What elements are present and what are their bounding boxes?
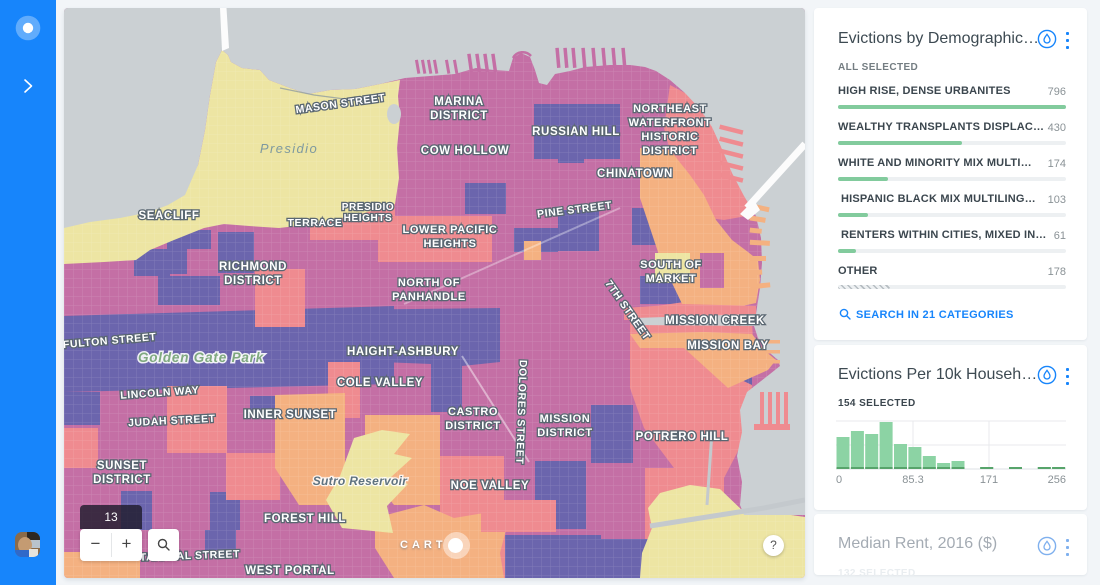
svg-text:DOLORES STREET: DOLORES STREET xyxy=(513,360,529,465)
svg-text:MISSION BAY: MISSION BAY xyxy=(687,340,769,352)
svg-text:CHINATOWN: CHINATOWN xyxy=(597,168,673,180)
svg-text:LOWER PACIFIC: LOWER PACIFIC xyxy=(403,224,498,236)
svg-text:HISTORIC: HISTORIC xyxy=(641,131,698,143)
svg-text:CASTRO: CASTRO xyxy=(448,406,498,418)
svg-text:COLE VALLEY: COLE VALLEY xyxy=(337,377,423,389)
svg-text:TERRACE: TERRACE xyxy=(288,217,343,229)
svg-text:RICHMOND: RICHMOND xyxy=(219,261,287,273)
svg-text:DISTRICT: DISTRICT xyxy=(93,474,151,486)
svg-text:NORTH OF: NORTH OF xyxy=(398,277,460,289)
svg-text:DISTRICT: DISTRICT xyxy=(537,427,593,439)
svg-text:SUNSET: SUNSET xyxy=(97,460,147,472)
svg-text:PANHANDLE: PANHANDLE xyxy=(392,291,466,303)
svg-text:HEIGHTS: HEIGHTS xyxy=(423,238,476,250)
svg-text:FOREST HILL: FOREST HILL xyxy=(264,513,346,525)
svg-text:NORTHEAST: NORTHEAST xyxy=(633,103,707,115)
svg-text:DISTRICT: DISTRICT xyxy=(445,420,501,432)
svg-text:JUDAH STREET: JUDAH STREET xyxy=(128,413,216,430)
svg-text:Sutro Reservoir: Sutro Reservoir xyxy=(313,474,409,488)
svg-text:DISTRICT: DISTRICT xyxy=(642,145,698,157)
svg-text:MARKET: MARKET xyxy=(646,273,697,285)
svg-text:SOUTH OF: SOUTH OF xyxy=(640,259,702,271)
svg-text:POTRERO HILL: POTRERO HILL xyxy=(636,431,729,443)
svg-text:WEST PORTAL: WEST PORTAL xyxy=(245,565,334,577)
svg-text:COW HOLLOW: COW HOLLOW xyxy=(421,145,509,157)
svg-text:Presidio: Presidio xyxy=(260,141,318,156)
svg-text:MARINA: MARINA xyxy=(434,96,484,108)
svg-text:MISSION CREEK: MISSION CREEK xyxy=(665,315,765,327)
svg-text:DISTRICT: DISTRICT xyxy=(224,275,282,287)
svg-text:WATERFRONT: WATERFRONT xyxy=(629,117,712,129)
svg-text:RUSSIAN HILL: RUSSIAN HILL xyxy=(532,126,620,138)
svg-text:MISSION: MISSION xyxy=(540,413,591,425)
svg-text:PRESIDIO: PRESIDIO xyxy=(342,202,395,213)
svg-text:DISTRICT: DISTRICT xyxy=(430,110,488,122)
svg-text:SEACLIFF: SEACLIFF xyxy=(138,210,199,222)
svg-text:INNER SUNSET: INNER SUNSET xyxy=(244,409,337,421)
svg-text:HAIGHT-ASHBURY: HAIGHT-ASHBURY xyxy=(347,346,459,358)
svg-text:NOE VALLEY: NOE VALLEY xyxy=(451,480,530,492)
svg-text:Golden Gate Park: Golden Gate Park xyxy=(138,350,265,365)
svg-text:HEIGHTS: HEIGHTS xyxy=(344,213,393,224)
